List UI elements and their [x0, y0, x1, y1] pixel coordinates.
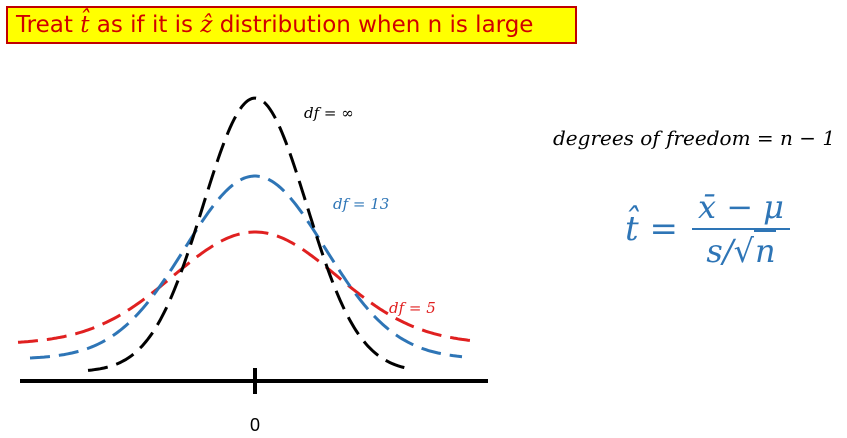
denominator-s: s/: [706, 232, 734, 270]
title-banner: Treat t̂ as if it is ẑ distribution when…: [6, 6, 577, 44]
formula-lhs: t̂ =: [625, 209, 678, 249]
label-df-infinity: df = ∞: [304, 104, 354, 122]
title-middle: as if it is: [89, 12, 201, 38]
title-suffix: distribution when n is large: [212, 12, 534, 38]
curve-df-13: [29, 174, 463, 360]
formula-fraction: x̄ − μ s/√n: [691, 188, 790, 270]
sqrt-sign: √: [733, 232, 754, 270]
formula-numerator: x̄ − μ: [697, 188, 784, 226]
fraction-bar: [691, 228, 790, 230]
label-df-13: df = 13: [333, 195, 389, 213]
title-prefix: Treat: [16, 12, 81, 38]
title-z-hat: ẑ: [200, 12, 213, 38]
sqrt-content: n: [753, 230, 776, 270]
curve-df-5: [17, 230, 479, 344]
formula-denominator: s/√n: [706, 230, 776, 270]
x-axis-tick-label: 0: [250, 415, 260, 435]
label-df-5: df = 5: [389, 299, 436, 317]
t-statistic-formula: t̂ = x̄ − μ s/√n: [625, 188, 790, 270]
curve-df-infinity: [87, 96, 409, 372]
title-t-hat: t̂: [80, 12, 90, 38]
degrees-of-freedom-formula: degrees of freedom = n − 1: [553, 126, 836, 150]
